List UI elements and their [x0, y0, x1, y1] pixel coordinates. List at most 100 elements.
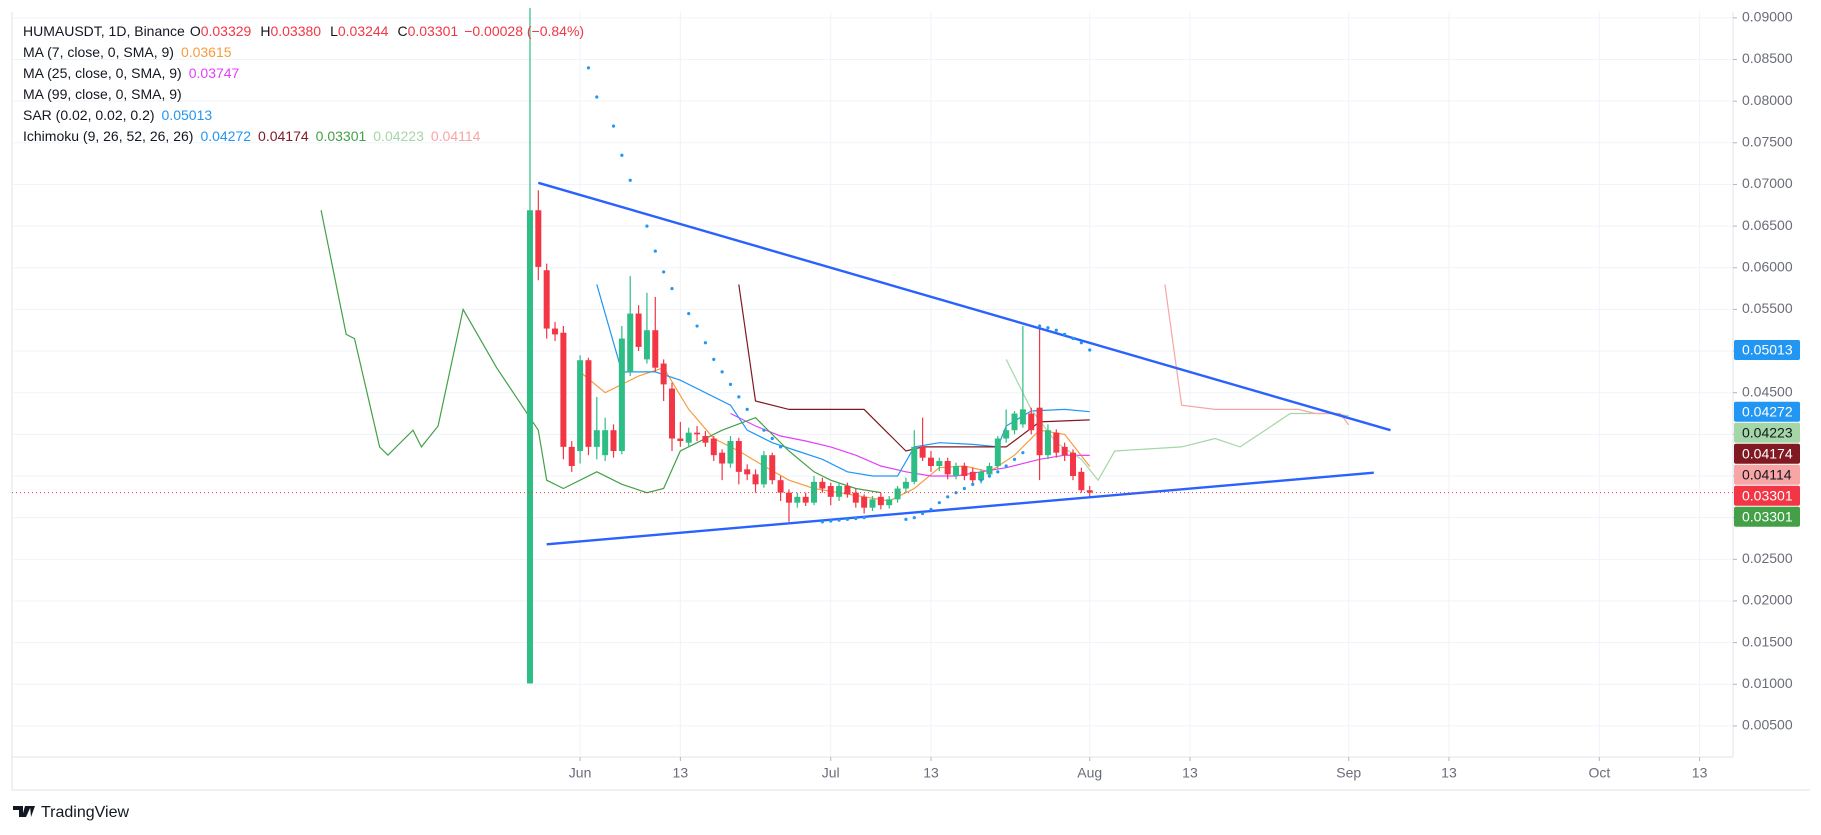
- candle-body: [627, 313, 634, 372]
- candle-body: [794, 496, 801, 503]
- trend-line: [546, 471, 1374, 546]
- candle-body: [744, 469, 751, 475]
- sar-dot: [854, 516, 858, 521]
- symbol: HUMAUSDT, 1D, Binance: [23, 23, 185, 39]
- sar-dot: [695, 324, 699, 328]
- ohlc-value: 0.03380: [270, 23, 321, 39]
- sar-dot: [1088, 348, 1092, 352]
- price-label-box: [1734, 506, 1800, 527]
- x-tick-label: 13: [1692, 765, 1708, 781]
- y-tick-label: 0.07000: [1742, 175, 1793, 191]
- sar-dot: [687, 311, 691, 316]
- legend-row: HUMAUSDT, 1D, Binance O0.03329 H0.03380 L0.…: [23, 23, 584, 39]
- sar-dot: [862, 516, 866, 520]
- candle-body: [902, 481, 909, 489]
- legend-row: MA (25, close, 0, SMA, 9) 0.03747: [23, 65, 240, 81]
- candle-body: [894, 488, 901, 500]
- candle-body: [526, 210, 533, 684]
- candle-body: [1036, 407, 1043, 456]
- sar-dot: [712, 357, 716, 361]
- y-tick-label: 0.06500: [1742, 217, 1793, 233]
- candle-body: [535, 210, 542, 267]
- sar-dot: [1037, 324, 1042, 328]
- candle-body: [861, 496, 868, 508]
- price-label-box: [1734, 485, 1800, 506]
- y-tick-label: 0.01500: [1742, 633, 1793, 649]
- price-label-box: [1734, 401, 1800, 422]
- price-label: 0.03301: [1742, 508, 1793, 524]
- indicator-name: SAR (0.02, 0.02, 0.2): [23, 107, 155, 123]
- sar-dot: [1079, 341, 1083, 345]
- x-tick-label: 13: [923, 765, 939, 781]
- sar-dot: [737, 395, 741, 399]
- sar-dot: [1004, 464, 1008, 468]
- candle-body: [735, 441, 742, 472]
- indicator-line: [320, 210, 881, 494]
- sar-dot: [653, 249, 657, 253]
- candle-body: [752, 474, 759, 485]
- candle-body: [953, 466, 960, 477]
- plot: [12, 7, 1733, 684]
- candle-body: [769, 455, 776, 481]
- y-tick-label: 0.08000: [1742, 92, 1793, 108]
- indicator-value: 0.05013: [162, 107, 213, 123]
- ohlc-key: O: [190, 23, 201, 39]
- y-tick-label: 0.04500: [1742, 383, 1793, 399]
- ohlc-key: L: [330, 23, 338, 39]
- candle-body: [827, 486, 834, 497]
- candle-body: [886, 499, 893, 506]
- sar-dot: [770, 436, 774, 441]
- x-tick-label: Jun: [569, 765, 592, 781]
- sar-dot: [912, 516, 916, 520]
- candle-body: [710, 438, 717, 456]
- candle-body: [585, 360, 592, 447]
- ohlc-key: H: [260, 23, 270, 39]
- candle-body: [702, 436, 709, 443]
- sar-dot: [611, 124, 616, 128]
- y-tick-label: 0.01000: [1742, 675, 1793, 691]
- candle-body: [852, 492, 859, 503]
- sar-dot: [595, 95, 599, 99]
- y-tick-label: 0.05500: [1742, 300, 1793, 316]
- candle-body: [961, 466, 968, 477]
- x-tick-label: 13: [1182, 765, 1198, 781]
- footer: TradingView: [13, 804, 129, 821]
- candle-body: [602, 430, 609, 456]
- candle-body: [1044, 430, 1051, 456]
- x-tick-label: 13: [1441, 765, 1457, 781]
- logo: [13, 806, 35, 817]
- candle-body: [660, 363, 667, 385]
- candle-body: [819, 481, 826, 489]
- sar-dot: [1063, 332, 1067, 336]
- sar-dot: [971, 482, 975, 486]
- y-tick-label: 0.02000: [1742, 592, 1793, 608]
- x-tick-label: Aug: [1077, 765, 1102, 781]
- candle-body: [986, 466, 993, 475]
- price-label: 0.03301: [1742, 487, 1793, 503]
- sar-dot: [1071, 336, 1075, 341]
- price-label-box: [1734, 464, 1800, 485]
- sar-dot: [670, 286, 674, 291]
- y-tick-label: 0.06000: [1742, 258, 1793, 274]
- candle-body: [652, 330, 659, 368]
- candle-body: [643, 330, 650, 360]
- sar-dot: [904, 517, 908, 521]
- candle-body: [568, 446, 575, 467]
- candle-body: [668, 388, 675, 439]
- candle-body: [694, 432, 701, 435]
- sar-dot: [937, 501, 941, 505]
- candle-body: [760, 455, 767, 485]
- ohlc-value: 0.03301: [408, 23, 459, 39]
- sar-dot: [845, 517, 850, 521]
- indicator-value: 0.04223: [373, 128, 424, 144]
- candle-body: [777, 480, 784, 493]
- candle-body: [877, 496, 884, 506]
- y-tick-label: 0.02500: [1742, 550, 1793, 566]
- candle-body: [719, 452, 726, 464]
- sar-dot: [921, 511, 925, 516]
- candle-body: [944, 461, 951, 475]
- sar-dot: [820, 520, 824, 524]
